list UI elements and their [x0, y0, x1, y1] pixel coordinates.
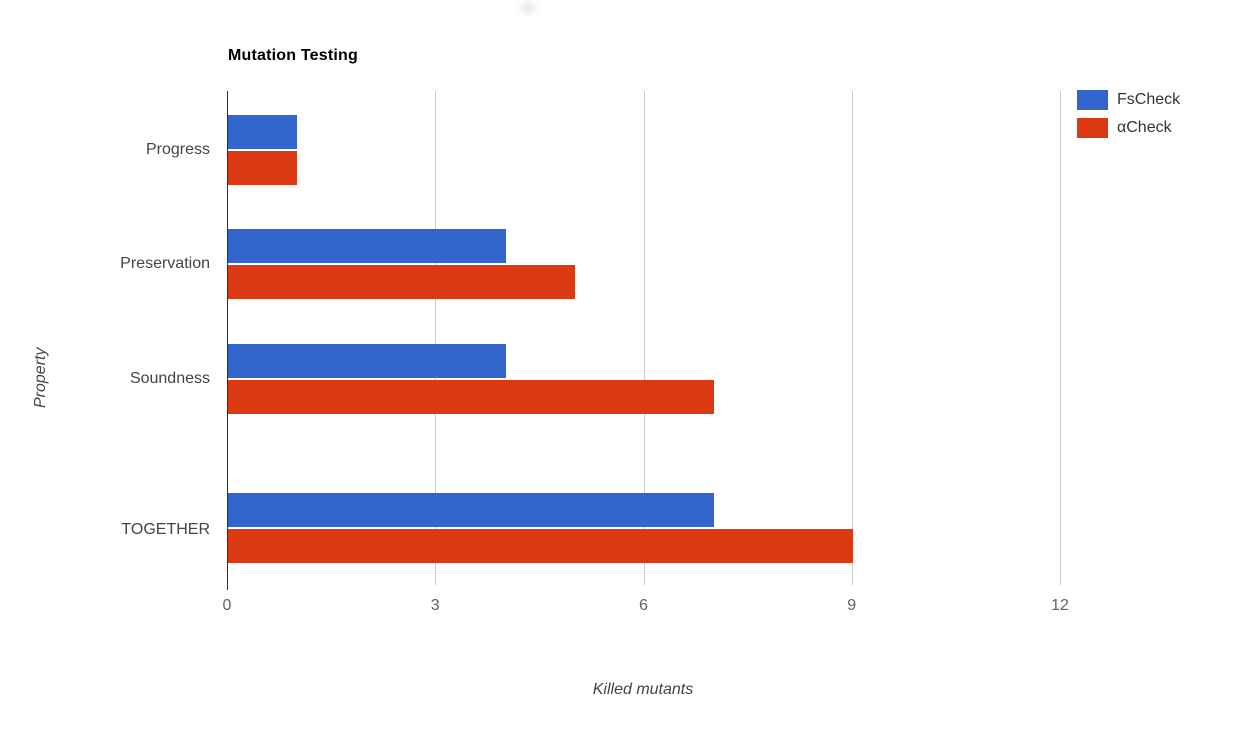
bar-check-soundness: 7: [228, 380, 714, 414]
x-tick-label-6: 6: [639, 597, 648, 614]
plot-area: 11454779: [227, 91, 1061, 590]
bar-check-progress: 1: [228, 151, 298, 185]
gridline-6: [643, 91, 645, 585]
legend: FsCheck αCheck: [1077, 90, 1180, 138]
gridline-9: [851, 91, 853, 585]
chart-title: Mutation Testing: [228, 47, 358, 64]
y-category-label-together: TOGETHER: [121, 521, 210, 538]
y-axis-line: [227, 91, 228, 590]
x-tick-label-3: 3: [430, 597, 440, 614]
x-tick-label-9: 9: [847, 597, 857, 614]
legend-swatch-check: [1077, 118, 1108, 138]
legend-label-fscheck: FsCheck: [1117, 91, 1181, 108]
bar-check-together: 9: [228, 529, 853, 563]
x-tick-label-12: 12: [1051, 597, 1069, 614]
bar-check-preservation: 5: [228, 265, 576, 299]
legend-item-fscheck: FsCheck: [1077, 90, 1180, 110]
legend-item-check: αCheck: [1077, 118, 1180, 138]
bar-fscheck-soundness: 4: [228, 344, 506, 378]
blur-dot-artifact: [520, 1, 536, 15]
bar-fscheck-together: 7: [228, 493, 714, 527]
legend-label-check: αCheck: [1117, 119, 1172, 136]
legend-swatch-fscheck: [1077, 90, 1108, 110]
gridline-3: [435, 91, 437, 585]
bar-fscheck-preservation: 4: [228, 229, 506, 263]
y-category-label-soundness: Soundness: [129, 370, 210, 387]
bar-fscheck-progress: 1: [228, 115, 298, 149]
x-tick-label-0: 0: [222, 597, 232, 614]
y-category-label-preservation: Preservation: [120, 255, 210, 272]
y-category-label-progress: Progress: [145, 141, 210, 158]
gridline-12: [1060, 91, 1061, 585]
x-axis-title: Killed mutants: [592, 681, 694, 698]
